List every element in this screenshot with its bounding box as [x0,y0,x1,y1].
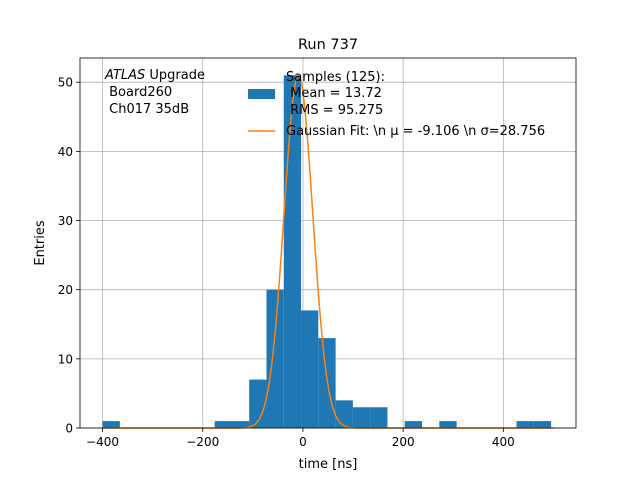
y-tick-label: 30 [58,214,73,228]
x-tick-label: 400 [492,435,515,449]
histogram-bar [439,421,457,428]
y-tick-label: 0 [65,422,73,436]
histogram-bar [102,421,120,428]
y-axis-label: Entries [33,220,48,266]
histogram-bar [404,421,423,428]
x-tick-label: 200 [392,435,415,449]
grid-lines [80,58,576,429]
y-tick-label: 20 [58,283,73,297]
histogram-bar [533,421,552,428]
x-tick-label: −400 [86,435,119,449]
legend-samples-patch [248,89,275,99]
y-tick-label: 50 [58,76,73,90]
y-tick-label: 10 [58,352,73,366]
histogram-bar [249,379,267,428]
histogram-bar [266,289,284,428]
chart-title: Run 737 [298,37,358,53]
legend-samples-line1: Samples (125): [286,70,385,85]
legend: Samples (125): Mean = 13.72 RMS = 95.275… [248,70,545,139]
atlas-annotation: ATLAS Upgrade Board260 Ch017 35dB [104,68,205,117]
x-axis-ticks: −400 −200 0 200 400 [86,428,515,449]
annotation-board: Board260 [105,85,172,100]
x-axis-label: time [ns] [299,457,358,472]
histogram-bar [370,407,388,428]
annotation-atlas: ATLAS [104,68,145,83]
legend-fit-label: Gaussian Fit: \n μ = -9.106 \n σ=28.756 [286,124,545,139]
histogram-bar [516,421,534,428]
svg-text:ATLAS Upgrade: ATLAS Upgrade [104,68,205,83]
histogram-bar [352,407,371,428]
annotation-channel: Ch017 35dB [105,102,189,117]
histogram-bar [231,421,250,428]
plot-frame [79,57,577,429]
y-axis-ticks: 0 10 20 30 40 50 [58,76,80,436]
annotation-upgrade: Upgrade [145,68,205,83]
x-tick-label: 0 [299,435,307,449]
legend-samples-line2: Mean = 13.72 [286,86,382,101]
histogram-bar [335,400,353,428]
histogram-bar [301,310,319,428]
x-tick-label: −200 [186,435,219,449]
y-tick-label: 40 [58,145,73,159]
legend-samples-line3: RMS = 95.275 [286,103,383,118]
histogram-bar [214,421,232,428]
